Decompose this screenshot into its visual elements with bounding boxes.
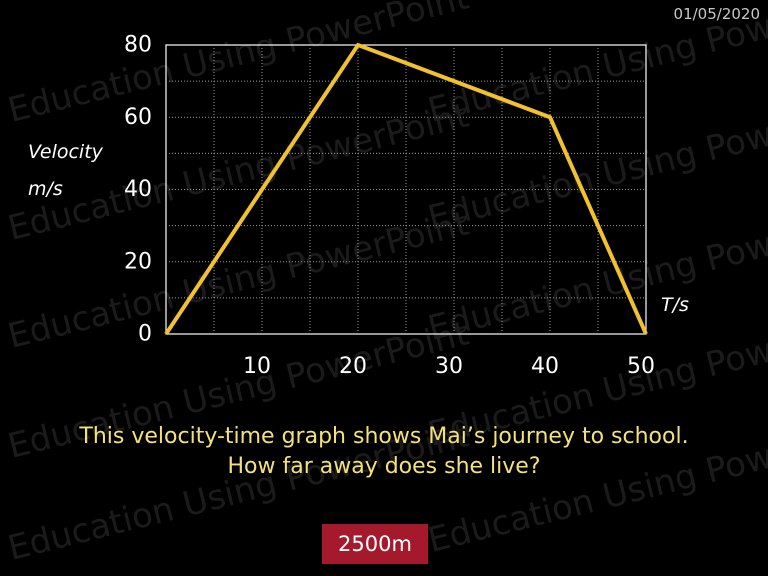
y-axis-unit-label: m/s (28, 178, 63, 200)
velocity-line (164, 42, 648, 336)
x-tick-label: 50 (627, 354, 655, 379)
x-axis-label: T/s (661, 294, 689, 316)
question-text: This velocity-time graph shows Mai’s jou… (0, 422, 768, 482)
y-tick-label: 40 (124, 177, 152, 202)
slide-date: 01/05/2020 (673, 5, 760, 23)
x-tick-label: 10 (243, 354, 271, 379)
question-line-1: This velocity-time graph shows Mai’s jou… (79, 424, 689, 449)
x-tick-label: 30 (435, 354, 463, 379)
y-tick-label: 0 (138, 322, 152, 347)
y-tick-label: 20 (124, 249, 152, 274)
answer-box[interactable]: 2500m (322, 524, 428, 564)
y-axis-label: Velocity (28, 141, 103, 163)
x-tick-label: 20 (339, 354, 367, 379)
velocity-time-chart: 0 20 40 60 80 10 20 30 40 50 (124, 33, 655, 380)
x-tick-label: 40 (531, 354, 559, 379)
y-tick-label: 80 (124, 33, 152, 58)
question-line-2: How far away does she live? (227, 454, 541, 479)
y-tick-label: 60 (124, 105, 152, 130)
